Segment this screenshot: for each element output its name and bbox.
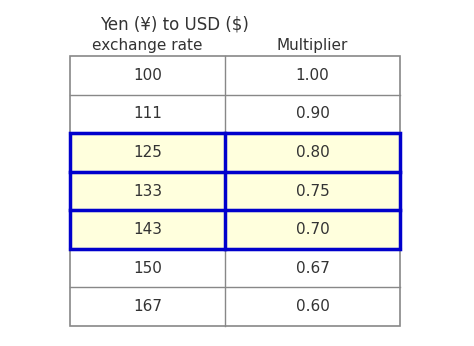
Text: 1.00: 1.00	[296, 68, 329, 83]
Text: 111: 111	[133, 106, 162, 121]
Text: 167: 167	[133, 299, 162, 314]
Text: Multiplier: Multiplier	[277, 38, 348, 53]
Text: 0.67: 0.67	[296, 261, 329, 276]
Text: 0.90: 0.90	[296, 106, 329, 121]
Bar	[225, 288, 400, 326]
Bar	[70, 210, 225, 249]
Bar	[70, 288, 225, 326]
Text: 100: 100	[133, 68, 162, 83]
Text: 143: 143	[133, 222, 162, 237]
Bar	[225, 56, 400, 94]
Bar	[70, 172, 225, 210]
Text: Yen (¥) to USD ($): Yen (¥) to USD ($)	[100, 16, 249, 34]
Bar	[70, 249, 225, 288]
Text: 133: 133	[133, 183, 162, 199]
Text: 0.70: 0.70	[296, 222, 329, 237]
Text: 150: 150	[133, 261, 162, 276]
Bar	[225, 172, 400, 210]
Text: 125: 125	[133, 145, 162, 160]
Bar	[225, 133, 400, 172]
Bar	[70, 133, 400, 249]
Bar	[225, 210, 400, 249]
Bar	[225, 94, 400, 133]
Bar	[70, 56, 225, 94]
Bar	[70, 133, 225, 172]
Text: 0.80: 0.80	[296, 145, 329, 160]
Bar	[225, 249, 400, 288]
Text: 0.75: 0.75	[296, 183, 329, 199]
Bar	[70, 56, 400, 326]
Bar	[70, 94, 225, 133]
Text: exchange rate: exchange rate	[92, 38, 203, 53]
Text: 0.60: 0.60	[296, 299, 329, 314]
